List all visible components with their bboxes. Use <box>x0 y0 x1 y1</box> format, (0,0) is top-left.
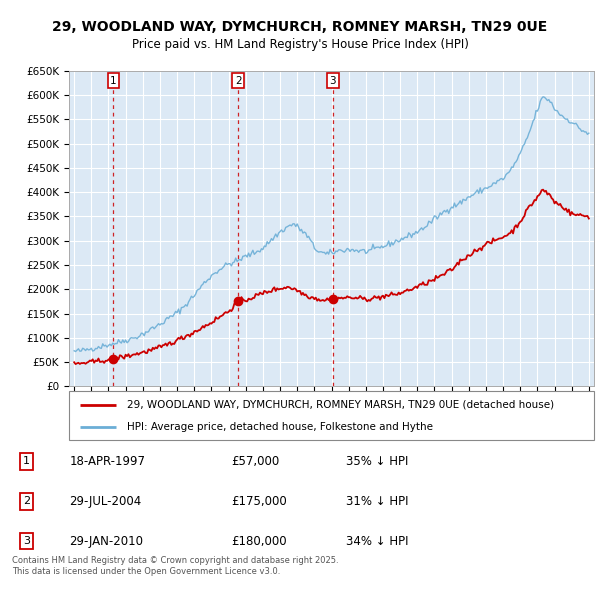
Text: 29, WOODLAND WAY, DYMCHURCH, ROMNEY MARSH, TN29 0UE (detached house): 29, WOODLAND WAY, DYMCHURCH, ROMNEY MARS… <box>127 399 554 409</box>
Text: 2: 2 <box>23 496 30 506</box>
Text: £180,000: £180,000 <box>231 535 287 548</box>
Text: 1: 1 <box>23 457 30 466</box>
Text: Contains HM Land Registry data © Crown copyright and database right 2025.
This d: Contains HM Land Registry data © Crown c… <box>12 556 338 576</box>
Text: 29-JUL-2004: 29-JUL-2004 <box>70 494 142 508</box>
Text: 34% ↓ HPI: 34% ↓ HPI <box>346 535 409 548</box>
Text: 2: 2 <box>235 76 242 86</box>
Text: 3: 3 <box>23 536 30 546</box>
Text: 31% ↓ HPI: 31% ↓ HPI <box>346 494 409 508</box>
Text: 29-JAN-2010: 29-JAN-2010 <box>70 535 143 548</box>
Text: Price paid vs. HM Land Registry's House Price Index (HPI): Price paid vs. HM Land Registry's House … <box>131 38 469 51</box>
Text: 29, WOODLAND WAY, DYMCHURCH, ROMNEY MARSH, TN29 0UE: 29, WOODLAND WAY, DYMCHURCH, ROMNEY MARS… <box>52 19 548 34</box>
Text: 18-APR-1997: 18-APR-1997 <box>70 455 146 468</box>
Text: 1: 1 <box>110 76 117 86</box>
Text: £57,000: £57,000 <box>231 455 279 468</box>
Text: £175,000: £175,000 <box>231 494 287 508</box>
Text: HPI: Average price, detached house, Folkestone and Hythe: HPI: Average price, detached house, Folk… <box>127 422 433 432</box>
Text: 35% ↓ HPI: 35% ↓ HPI <box>346 455 409 468</box>
Text: 3: 3 <box>329 76 336 86</box>
FancyBboxPatch shape <box>69 391 594 440</box>
